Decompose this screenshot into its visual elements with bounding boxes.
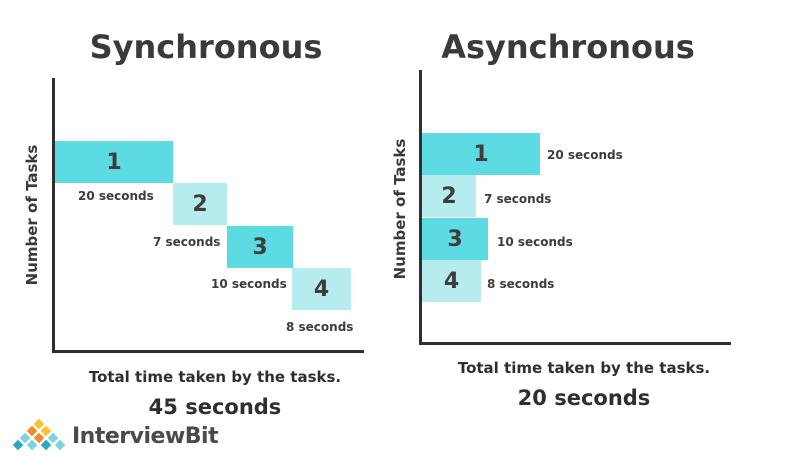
async-task-duration: 8 seconds [487, 277, 555, 291]
sync-total-value: 45 seconds [148, 395, 282, 419]
async-title: Asynchronous [441, 28, 695, 66]
sync-task-duration: 10 seconds [211, 277, 287, 291]
sync-task-duration: 8 seconds [286, 320, 354, 334]
async-task-number: 1 [473, 141, 489, 167]
async-y-axis [419, 70, 422, 345]
sync-task-bar-2: 2 [173, 183, 227, 225]
sync-y-axis [52, 78, 55, 353]
sync-task-number: 4 [313, 276, 330, 302]
interviewbit-logo: InterviewBit [10, 416, 219, 456]
async-task-bar-3: 3 [422, 218, 488, 260]
async-task-bar-2: 2 [422, 175, 476, 217]
sync-total-label: Total time taken by the tasks. [88, 368, 342, 386]
sync-task-bar-1: 1 [55, 141, 173, 183]
async-x-axis [419, 342, 731, 345]
sync-x-axis [52, 350, 364, 353]
sync-task-duration: 20 seconds [78, 189, 154, 203]
diamond-grid-logo-icon [11, 417, 67, 452]
sync-task-duration: 7 seconds [153, 235, 221, 249]
async-total-value: 20 seconds [517, 386, 651, 410]
async-task-duration: 7 seconds [484, 192, 552, 206]
async-task-duration: 10 seconds [497, 235, 573, 249]
sync-y-axis-label: Number of Tasks [23, 144, 41, 286]
async-task-bar-4: 4 [422, 260, 481, 302]
logo-wordmark: InterviewBit [72, 424, 219, 449]
sync-title: Synchronous [89, 28, 323, 66]
async-task-number: 2 [441, 183, 457, 209]
sync-task-number: 3 [252, 234, 268, 260]
async-task-duration: 20 seconds [547, 148, 623, 162]
sync-task-number: 1 [106, 149, 122, 175]
async-total-label: Total time taken by the tasks. [457, 359, 711, 377]
async-y-axis-label: Number of Tasks [391, 138, 409, 280]
sync-task-number: 2 [192, 191, 208, 217]
async-task-number: 3 [447, 226, 463, 252]
sync-task-bar-4: 4 [292, 268, 351, 310]
async-task-bar-1: 1 [422, 133, 540, 175]
async-task-number: 4 [443, 268, 460, 294]
sync-task-bar-3: 3 [227, 226, 293, 268]
